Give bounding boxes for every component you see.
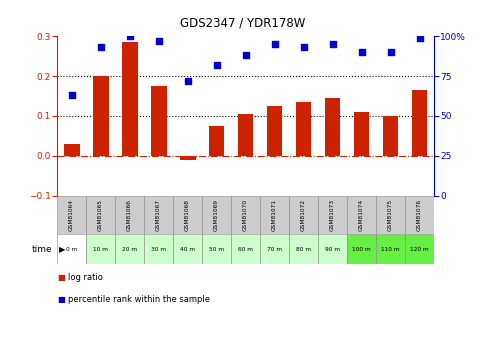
Bar [260,196,289,234]
Bar [405,196,434,234]
Text: 50 m: 50 m [209,247,224,252]
Text: GSM81072: GSM81072 [301,199,306,231]
Text: 80 m: 80 m [296,247,311,252]
Text: 10 m: 10 m [93,247,108,252]
Bar [405,234,434,264]
Point [386,49,394,55]
Bar [115,196,144,234]
Text: 40 m: 40 m [180,247,195,252]
Bar [86,234,115,264]
Bar [115,234,144,264]
Text: 110 m: 110 m [381,247,400,252]
Bar [318,196,347,234]
Text: 20 m: 20 m [122,247,137,252]
Bar [208,126,225,156]
Bar [412,90,428,156]
Bar [347,234,376,264]
Bar [173,196,202,234]
Bar [180,156,195,160]
Text: 120 m: 120 m [410,247,429,252]
Point [270,41,278,47]
Text: GDS2347 / YDR178W: GDS2347 / YDR178W [181,16,306,29]
Bar [289,234,318,264]
Text: GSM81076: GSM81076 [417,199,422,231]
Text: GSM81071: GSM81071 [272,199,277,231]
Bar [376,196,405,234]
Bar [376,234,405,264]
Bar [238,114,253,156]
Point [300,45,308,50]
Text: time: time [31,245,52,254]
Text: ■: ■ [57,273,65,282]
Point [184,78,191,83]
Point [328,41,336,47]
Text: 0 m: 0 m [66,247,77,252]
Point [242,52,249,58]
Text: GSM81070: GSM81070 [243,199,248,231]
Text: 70 m: 70 m [267,247,282,252]
Text: GSM81064: GSM81064 [69,199,74,231]
Point [416,35,424,41]
Text: log ratio: log ratio [68,273,103,282]
Text: 60 m: 60 m [238,247,253,252]
Text: GSM81066: GSM81066 [127,199,132,231]
Bar [93,76,109,156]
Bar [231,196,260,234]
Text: GSM81068: GSM81068 [185,199,190,231]
Bar [296,102,311,156]
Text: GSM81067: GSM81067 [156,199,161,231]
Bar [173,234,202,264]
Text: GSM81073: GSM81073 [330,199,335,231]
Bar [231,234,260,264]
Bar [382,116,398,156]
Bar [144,234,173,264]
Bar [347,196,376,234]
Bar [260,234,289,264]
Bar [151,86,167,156]
Bar [122,42,137,156]
Text: 100 m: 100 m [352,247,371,252]
Bar [324,98,340,156]
Point [125,33,133,39]
Bar [57,234,86,264]
Bar [202,196,231,234]
Bar [289,196,318,234]
Bar [202,234,231,264]
Bar [86,196,115,234]
Bar [63,144,79,156]
Point [67,92,75,98]
Text: GSM81075: GSM81075 [388,199,393,231]
Text: GSM81065: GSM81065 [98,199,103,231]
Point [155,38,163,44]
Bar [57,196,86,234]
Point [97,45,105,50]
Bar [354,112,370,156]
Bar [266,106,283,156]
Text: ▶: ▶ [59,245,65,254]
Text: 90 m: 90 m [325,247,340,252]
Text: percentile rank within the sample: percentile rank within the sample [68,295,210,304]
Point [358,49,366,55]
Point [213,62,221,68]
Text: 30 m: 30 m [151,247,166,252]
Bar [144,196,173,234]
Text: GSM81074: GSM81074 [359,199,364,231]
Text: GSM81069: GSM81069 [214,199,219,231]
Bar [318,234,347,264]
Text: ■: ■ [57,295,65,304]
